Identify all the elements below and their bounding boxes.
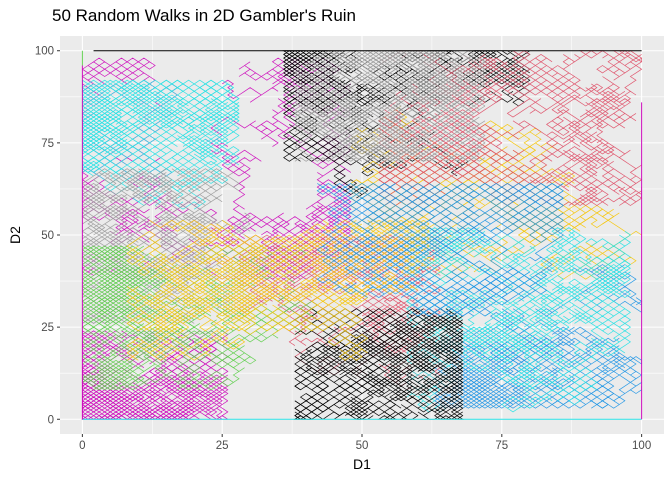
y-tick-label: 0	[48, 414, 54, 426]
x-tick-label: 50	[356, 440, 369, 452]
y-axis-title: D2	[7, 226, 23, 244]
y-tick-label: 25	[41, 322, 54, 334]
y-tick-label: 100	[35, 46, 54, 58]
walk-path	[81, 79, 240, 210]
chart-title: 50 Random Walks in 2D Gambler's Ruin	[52, 6, 357, 25]
y-tick-label: 50	[41, 230, 54, 242]
walk-path	[406, 227, 632, 413]
x-tick-label: 25	[216, 440, 229, 452]
walk-path	[294, 50, 486, 162]
walk-path	[81, 245, 229, 391]
x-tick-label: 75	[495, 440, 508, 452]
walk-path	[372, 182, 564, 317]
walk-path	[81, 245, 318, 391]
x-axis-title: D1	[353, 456, 371, 472]
walk-path	[293, 308, 464, 420]
y-tick-label: 75	[41, 138, 54, 150]
walk-path	[126, 219, 369, 361]
axes: 0 25 50 75 100 0 25 50 75 100	[35, 46, 651, 452]
walks-layer	[81, 50, 643, 420]
x-tick-label: 100	[632, 440, 651, 452]
walk-path	[238, 219, 430, 317]
x-tick-label: 0	[79, 440, 85, 452]
edge-lines	[81, 50, 643, 420]
